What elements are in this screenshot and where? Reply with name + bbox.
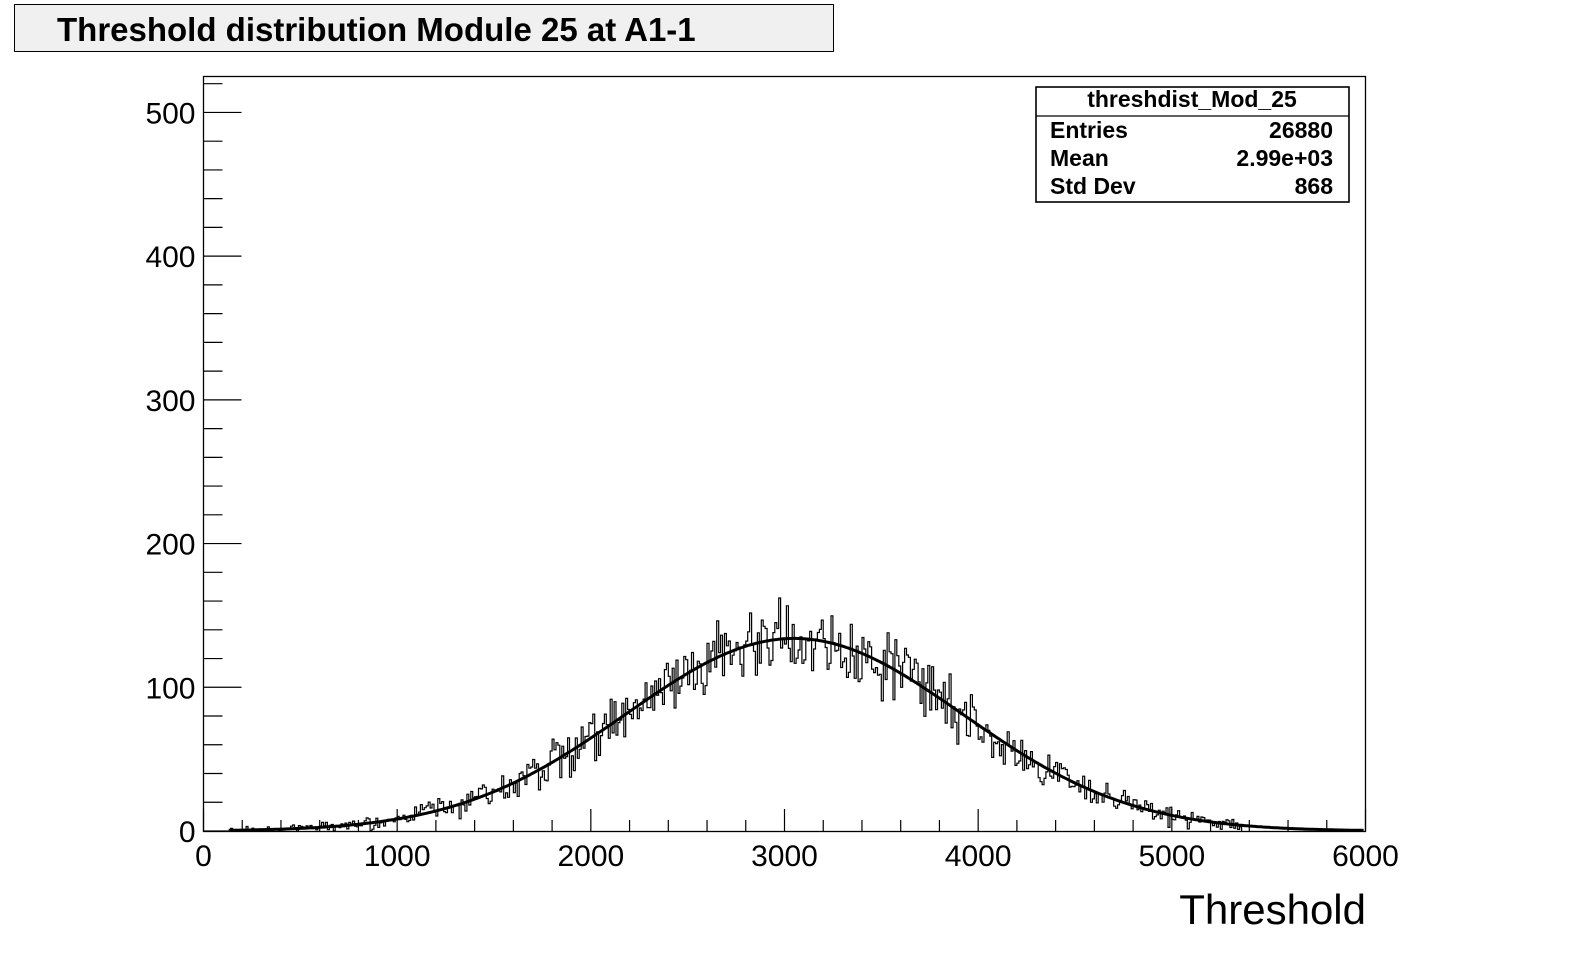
y-axis-ticks: 0 100 200 300 400 500 bbox=[145, 83, 242, 849]
y-tick-label: 100 bbox=[145, 672, 195, 705]
x-tick-label: 5000 bbox=[1138, 840, 1205, 873]
chart-title: Threshold distribution Module 25 at A1-1 bbox=[57, 11, 696, 48]
histogram-series bbox=[230, 597, 1243, 832]
x-tick-label: 1000 bbox=[364, 840, 431, 873]
y-tick-label: 0 bbox=[179, 816, 196, 849]
x-axis-title: Threshold bbox=[1179, 886, 1366, 933]
stats-box: threshdist_Mod_25 Entries 26880 Mean 2.9… bbox=[1035, 86, 1350, 203]
stats-mean-label: Mean bbox=[1050, 145, 1109, 171]
stats-stddev-value: 868 bbox=[1295, 173, 1334, 199]
x-tick-label: 0 bbox=[195, 840, 212, 873]
y-tick-label: 300 bbox=[145, 385, 195, 418]
stats-mean-value: 2.99e+03 bbox=[1236, 145, 1333, 171]
stats-box-frame bbox=[1035, 86, 1350, 203]
x-tick-label: 6000 bbox=[1332, 840, 1399, 873]
y-tick-label: 500 bbox=[145, 97, 195, 130]
title-box: Threshold distribution Module 25 at A1-1 bbox=[14, 4, 834, 52]
stats-name: threshdist_Mod_25 bbox=[1087, 86, 1297, 112]
x-tick-label: 2000 bbox=[557, 840, 624, 873]
y-tick-label: 200 bbox=[145, 529, 195, 562]
plot-frame bbox=[202, 75, 1367, 833]
x-tick-label: 4000 bbox=[945, 840, 1012, 873]
stats-entries-label: Entries bbox=[1050, 117, 1128, 143]
x-tick-label: 3000 bbox=[751, 840, 818, 873]
stats-stddev-label: Std Dev bbox=[1050, 173, 1136, 199]
stats-entries-value: 26880 bbox=[1269, 117, 1333, 143]
x-axis-ticks: 0 1000 2000 3000 4000 5000 6000 bbox=[195, 809, 1399, 873]
y-tick-label: 400 bbox=[145, 241, 195, 274]
gaussian-fit-curve bbox=[228, 636, 1364, 832]
